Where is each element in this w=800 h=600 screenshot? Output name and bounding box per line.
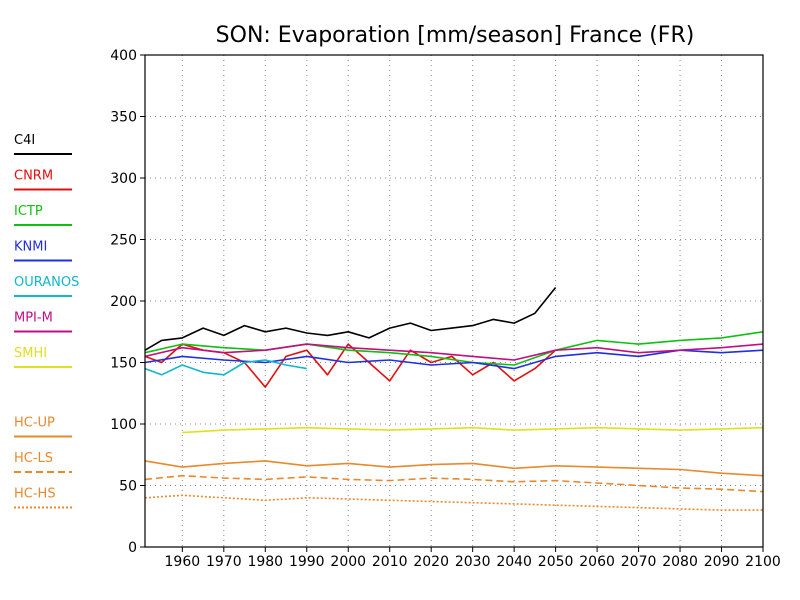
legend-label: OURANOS (14, 275, 79, 290)
series-layer (144, 286, 764, 511)
x-tick-label: 2000 (330, 554, 366, 570)
legend-label: CNRM (14, 169, 53, 184)
y-tick-label: 0 (128, 540, 137, 556)
x-tick-label: 2040 (496, 554, 532, 570)
legend-label: ICTP (14, 204, 43, 219)
chart-title: SON: Evaporation [mm/season] France (FR) (216, 23, 695, 48)
x-tick-label: 1980 (247, 554, 283, 570)
series-line-mpi-m (144, 343, 764, 361)
legend-label: HC-HS (14, 487, 56, 502)
x-tick-label: 2070 (621, 554, 657, 570)
legend-label: MPI-M (14, 311, 53, 326)
series-line-c4i (144, 286, 557, 351)
x-tick-label: 2060 (579, 554, 615, 570)
y-tick-label: 100 (110, 417, 137, 433)
series-line-ictp (144, 331, 764, 366)
y-tick-label: 200 (110, 294, 137, 310)
y-axis: 0 50 100 150 200 250 300 350 400 (110, 48, 145, 556)
x-tick-label: 2020 (413, 554, 449, 570)
x-tick-label: 1970 (206, 554, 242, 570)
series-line-hc-hs (144, 494, 763, 511)
series-line-hc-ls (144, 474, 764, 493)
y-tick-label: 150 (110, 356, 137, 372)
y-tick-label: 350 (110, 110, 137, 126)
x-tick-label: 2050 (538, 554, 574, 570)
x-tick-label: 2100 (745, 554, 781, 570)
legend-label: C4I (14, 133, 35, 148)
legend-label: SMHI (14, 346, 47, 361)
legend-label: KNMI (14, 240, 47, 255)
x-axis: 1960 1970 1980 1990 2000 2010 2020 2030 2040 2050… (165, 547, 781, 570)
series-line-hc-up (144, 460, 764, 477)
x-tick-label: 1990 (289, 554, 325, 570)
y-tick-label: 250 (110, 233, 137, 249)
legend-label: HC-LS (14, 451, 53, 466)
x-tick-label: 2080 (662, 554, 698, 570)
x-tick-label: 2090 (704, 554, 740, 570)
legend-label: HC-UP (14, 416, 55, 431)
grid-lines (145, 55, 763, 547)
y-tick-label: 400 (110, 48, 137, 64)
x-tick-label: 1960 (165, 554, 201, 570)
series-line-smhi (182, 426, 764, 434)
x-tick-label: 2030 (455, 554, 491, 570)
x-tick-label: 2010 (372, 554, 408, 570)
series-line-ouranos (144, 359, 307, 376)
series-line-knmi (144, 349, 764, 370)
y-tick-label: 300 (110, 171, 137, 187)
legend: C4I CNRM ICTP KNMI OURANOS MPI-M SMHI HC-UP HC-L… (14, 133, 79, 509)
y-tick-label: 50 (119, 479, 137, 495)
